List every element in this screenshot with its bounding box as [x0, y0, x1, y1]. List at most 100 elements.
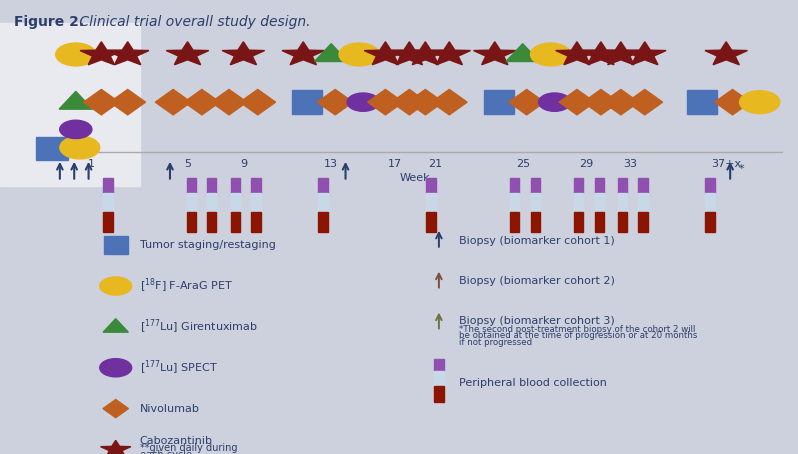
- Bar: [231, 178, 240, 193]
- Text: Biopsy (biomarker cohort 3): Biopsy (biomarker cohort 3): [459, 316, 614, 326]
- Bar: [705, 193, 715, 212]
- Bar: [251, 212, 261, 232]
- Bar: [251, 193, 261, 212]
- Polygon shape: [314, 44, 348, 61]
- Circle shape: [56, 43, 96, 66]
- Bar: [434, 359, 444, 371]
- Polygon shape: [506, 44, 539, 61]
- Polygon shape: [705, 42, 748, 65]
- Bar: [292, 90, 322, 114]
- Bar: [531, 178, 540, 193]
- Polygon shape: [368, 89, 403, 115]
- Bar: [231, 212, 240, 232]
- Circle shape: [60, 120, 92, 138]
- Bar: [618, 212, 627, 232]
- Polygon shape: [404, 42, 447, 65]
- Polygon shape: [509, 89, 544, 115]
- Polygon shape: [364, 42, 407, 65]
- Bar: [484, 90, 514, 114]
- Bar: [207, 178, 216, 193]
- Text: **given daily during: **given daily during: [140, 443, 237, 453]
- Text: be obtained at the time of progression or at 20 months: be obtained at the time of progression o…: [459, 331, 697, 340]
- Text: 33: 33: [623, 159, 638, 169]
- Text: 5: 5: [184, 159, 191, 169]
- Text: if not progressed: if not progressed: [459, 338, 532, 347]
- Bar: [574, 178, 583, 193]
- Bar: [103, 193, 113, 212]
- Polygon shape: [388, 42, 431, 65]
- Circle shape: [100, 277, 132, 295]
- Bar: [574, 193, 583, 212]
- Polygon shape: [559, 89, 595, 115]
- Bar: [187, 212, 196, 232]
- Polygon shape: [211, 89, 247, 115]
- Bar: [187, 193, 196, 212]
- Bar: [638, 193, 648, 212]
- Bar: [318, 212, 328, 232]
- Text: [$^{177}$Lu] Girentuximab: [$^{177}$Lu] Girentuximab: [140, 318, 258, 336]
- Bar: [207, 193, 216, 212]
- Bar: [638, 212, 648, 232]
- Bar: [638, 178, 648, 193]
- Text: Peripheral blood collection: Peripheral blood collection: [459, 378, 606, 388]
- Bar: [595, 178, 604, 193]
- Bar: [687, 90, 717, 114]
- Polygon shape: [579, 42, 622, 65]
- Circle shape: [339, 43, 379, 66]
- Polygon shape: [428, 42, 471, 65]
- Text: 25: 25: [516, 159, 530, 169]
- Text: each cycle: each cycle: [140, 450, 192, 454]
- Bar: [595, 212, 604, 232]
- Polygon shape: [473, 42, 516, 65]
- Polygon shape: [583, 89, 618, 115]
- Polygon shape: [715, 89, 750, 115]
- Polygon shape: [106, 42, 149, 65]
- Bar: [104, 236, 128, 254]
- Bar: [426, 178, 436, 193]
- Bar: [187, 178, 196, 193]
- Text: Clinical trial overall study design.: Clinical trial overall study design.: [76, 15, 311, 29]
- Text: *The second post-treatment biopsy of the cohort 2 will: *The second post-treatment biopsy of the…: [459, 325, 695, 334]
- Text: [$^{177}$Lu] SPECT: [$^{177}$Lu] SPECT: [140, 359, 218, 377]
- Polygon shape: [59, 91, 93, 109]
- Circle shape: [740, 91, 780, 114]
- Bar: [426, 193, 436, 212]
- Bar: [705, 178, 715, 193]
- Polygon shape: [240, 89, 275, 115]
- Polygon shape: [222, 42, 265, 65]
- Bar: [574, 212, 583, 232]
- Polygon shape: [282, 42, 325, 65]
- Polygon shape: [184, 89, 219, 115]
- Bar: [103, 212, 113, 232]
- Bar: [705, 212, 715, 232]
- Polygon shape: [166, 42, 209, 65]
- Bar: [434, 386, 444, 402]
- Text: 1: 1: [89, 159, 95, 169]
- Bar: [618, 193, 627, 212]
- Circle shape: [60, 136, 100, 159]
- Polygon shape: [408, 89, 443, 115]
- Text: 21: 21: [428, 159, 442, 169]
- Bar: [36, 137, 68, 160]
- Text: *: *: [739, 164, 745, 174]
- Text: 13: 13: [324, 159, 338, 169]
- Polygon shape: [392, 89, 427, 115]
- Bar: [318, 178, 328, 193]
- Bar: [0, 23, 140, 186]
- Bar: [434, 371, 444, 386]
- Bar: [618, 178, 627, 193]
- Polygon shape: [156, 89, 191, 115]
- Bar: [595, 193, 604, 212]
- Bar: [510, 178, 519, 193]
- Bar: [531, 193, 540, 212]
- Text: Biopsy (biomarker cohort 2): Biopsy (biomarker cohort 2): [459, 276, 614, 286]
- Text: Tumor staging/restaging: Tumor staging/restaging: [140, 240, 275, 250]
- Text: [$^{18}$F] F-AraG PET: [$^{18}$F] F-AraG PET: [140, 277, 233, 295]
- Text: 37+x: 37+x: [711, 159, 741, 169]
- Polygon shape: [599, 42, 642, 65]
- Circle shape: [347, 93, 379, 111]
- Polygon shape: [103, 319, 128, 332]
- Bar: [510, 212, 519, 232]
- Bar: [207, 212, 216, 232]
- Bar: [531, 212, 540, 232]
